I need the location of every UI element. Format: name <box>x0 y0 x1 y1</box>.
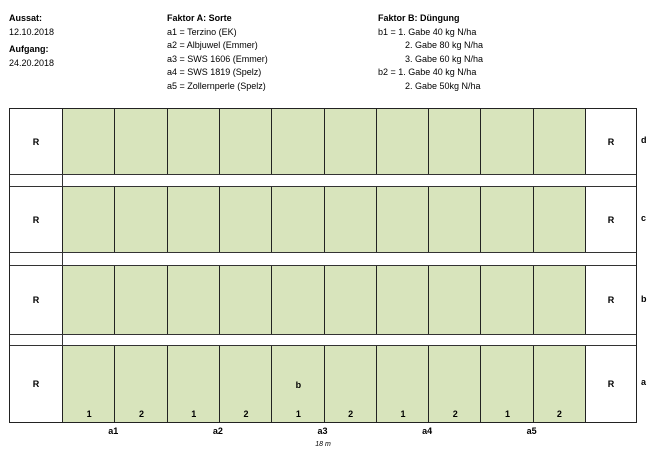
factor-a-item: a3 = SWS 1606 (Emmer) <box>167 53 268 64</box>
aussaat-date: 12.10.2018 <box>9 26 55 37</box>
factor-b-title: Faktor B: Düngung <box>378 13 460 23</box>
plot-number: 1 <box>400 409 406 419</box>
plot-number: 2 <box>348 409 354 419</box>
plot <box>62 109 116 174</box>
plot <box>218 266 273 334</box>
plot: 1 <box>375 346 430 422</box>
plot <box>532 109 586 174</box>
plot <box>271 109 325 174</box>
factor-a-legend: Faktor A: Sorte a1 = Terzino (EK) a2 = A… <box>167 12 268 93</box>
plot <box>532 266 586 334</box>
plot-number: 1 <box>191 409 197 419</box>
path-strip <box>10 253 636 266</box>
factor-a-item: a5 = Zollernperle (Spelz) <box>167 80 266 91</box>
factor-a-item: a4 = SWS 1819 (Spelz) <box>167 67 262 77</box>
variety-label: a4 <box>422 426 433 436</box>
row-letter: b <box>641 293 647 304</box>
plot <box>62 266 116 334</box>
plot <box>114 109 168 174</box>
plot-number: 2 <box>138 409 144 419</box>
plot <box>428 109 482 174</box>
plot <box>218 187 273 252</box>
plot: 2 <box>323 346 377 422</box>
factor-b-line: 2. Gabe 50kg N/ha <box>405 80 481 91</box>
plot-number: 1 <box>295 409 301 419</box>
plot <box>480 266 534 334</box>
row-letter: d <box>641 135 647 145</box>
factor-a-item: a1 = Terzino (EK) <box>167 26 237 37</box>
plot: 1 <box>166 346 220 422</box>
plot <box>166 266 220 334</box>
plot <box>428 187 482 252</box>
row-letter: a <box>641 377 647 387</box>
factor-b-line: 3. Gabe 60 kg N/ha <box>405 53 484 64</box>
border-cell-right: R <box>586 346 636 422</box>
plot <box>166 187 220 252</box>
plot <box>218 109 273 174</box>
divider <box>62 335 63 345</box>
plot-number: 2 <box>452 409 458 419</box>
plot-number: 2 <box>556 409 562 419</box>
plot <box>114 187 168 252</box>
variety-label: a5 <box>526 426 537 436</box>
plot: 1 <box>480 346 534 422</box>
plot <box>62 187 116 252</box>
aufgang-label: Aufgang: <box>9 44 49 54</box>
plot: 1 <box>62 346 116 422</box>
plot-number: 2 <box>243 409 249 419</box>
factor-b-line: b2 = 1. Gabe 40 kg N/ha <box>378 67 477 77</box>
variety-label: a1 <box>108 426 119 436</box>
plot <box>323 187 377 252</box>
plot: 2 <box>114 346 168 422</box>
border-cell-right: R <box>586 109 636 174</box>
variety-label: a3 <box>317 426 328 436</box>
row-letter: c <box>641 213 647 223</box>
factor-a-item: a2 = Albjuwel (Emmer) <box>167 40 258 50</box>
plot <box>271 187 325 252</box>
plot <box>480 109 534 174</box>
plot <box>323 266 377 334</box>
plot <box>271 266 325 334</box>
plot: 2 <box>428 346 482 422</box>
factor-b-line: b1 = 1. Gabe 40 kg N/ha <box>378 26 477 37</box>
plot <box>375 266 430 334</box>
border-cell-right: R <box>586 266 636 334</box>
border-cell-left: R <box>10 266 62 334</box>
plot <box>375 109 430 174</box>
aufgang-date: 24.20.2018 <box>9 57 55 68</box>
border-cell-left: R <box>10 187 62 252</box>
factor-a-title: Faktor A: Sorte <box>167 13 232 23</box>
plot <box>166 109 220 174</box>
plot <box>114 266 168 334</box>
path-strip <box>10 175 636 187</box>
sowing-info: Aussat: 12.10.2018 Aufgang: 24.20.2018 <box>9 12 54 70</box>
plot <box>480 187 534 252</box>
width-label: 18 m <box>315 441 331 448</box>
plot <box>375 187 430 252</box>
aussaat-label: Aussat: <box>9 13 43 23</box>
factor-b-line: 2. Gabe 80 kg N/ha <box>405 40 484 50</box>
plot-number: 1 <box>86 409 92 419</box>
plot <box>532 187 586 252</box>
plot-center-label: b <box>295 380 302 391</box>
border-cell-left: R <box>10 346 62 422</box>
plot: 2 <box>218 346 273 422</box>
plot: 2 <box>532 346 586 422</box>
path-strip <box>10 335 636 346</box>
divider <box>62 253 63 265</box>
factor-b-legend: Faktor B: Düngung b1 = 1. Gabe 40 kg N/h… <box>378 12 483 93</box>
plot <box>323 109 377 174</box>
divider <box>62 175 63 186</box>
border-cell-left: R <box>10 109 62 174</box>
border-cell-right: R <box>586 187 636 252</box>
plot <box>428 266 482 334</box>
plot-number: 1 <box>505 409 511 419</box>
variety-label: a2 <box>212 426 223 436</box>
